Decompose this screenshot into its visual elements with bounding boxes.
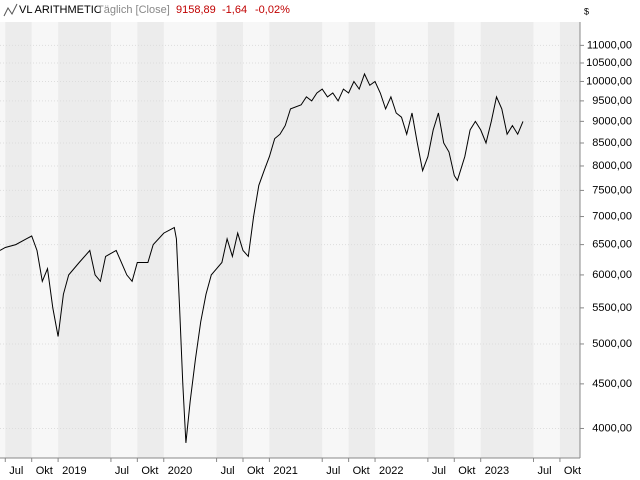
y-tick-label: 7500,00: [592, 184, 632, 196]
x-tick-label: Jul: [326, 465, 340, 477]
bands: [0, 22, 580, 458]
x-tick-label: Jul: [538, 465, 552, 477]
x-tick-label: Jul: [9, 465, 23, 477]
x-tick-label: Okt: [36, 465, 53, 477]
change-pct: -0,02%: [255, 4, 290, 16]
chart-subtitle: Täglich [Close]: [97, 4, 170, 16]
band: [348, 22, 376, 458]
band: [137, 22, 164, 458]
x-tick-label: 2021: [273, 465, 297, 477]
y-tick-label: 8000,00: [592, 160, 632, 172]
chart-title: VL ARITHMETIC: [19, 4, 102, 16]
band: [480, 22, 534, 458]
y-tick-label: 6500,00: [592, 239, 632, 251]
y-tick-label: 9500,00: [592, 95, 632, 107]
x-tick-label: 2020: [168, 465, 192, 477]
x-tick-label: Okt: [247, 465, 264, 477]
y-tick-label: 6000,00: [592, 269, 632, 281]
x-tick-label: 2022: [379, 465, 403, 477]
x-tick-label: Okt: [564, 465, 581, 477]
band: [5, 22, 32, 458]
x-tick-label: Okt: [458, 465, 475, 477]
band: [269, 22, 323, 458]
band: [58, 22, 111, 458]
y-unit: $: [584, 6, 589, 16]
change: -1,64: [222, 4, 247, 16]
y-tick-label: 11000,00: [587, 39, 632, 51]
y-tick-label: 7000,00: [592, 210, 632, 222]
band: [216, 22, 243, 458]
last-price: 9158,89: [176, 4, 216, 16]
y-tick-label: 9000,00: [592, 115, 632, 127]
y-tick-label: 5000,00: [592, 338, 632, 350]
y-tick-label: 10500,00: [586, 57, 632, 69]
band: [559, 22, 580, 458]
y-tick-label: 4000,00: [592, 422, 632, 434]
price-line: [0, 72, 524, 443]
logo-icon: [3, 3, 18, 17]
y-tick-label: 8500,00: [592, 137, 632, 149]
x-tick-label: Jul: [432, 465, 446, 477]
y-tick-label: 4500,00: [592, 378, 632, 390]
x-tick-label: 2019: [62, 465, 86, 477]
band: [427, 22, 455, 458]
x-tick-label: Okt: [141, 465, 158, 477]
x-tick-label: Jul: [221, 465, 235, 477]
y-tick-label: 5500,00: [592, 302, 632, 314]
x-tick-label: Okt: [353, 465, 370, 477]
y-tick-label: 10000,00: [586, 75, 632, 87]
x-tick-label: Jul: [115, 465, 129, 477]
x-tick-label: 2023: [485, 465, 509, 477]
